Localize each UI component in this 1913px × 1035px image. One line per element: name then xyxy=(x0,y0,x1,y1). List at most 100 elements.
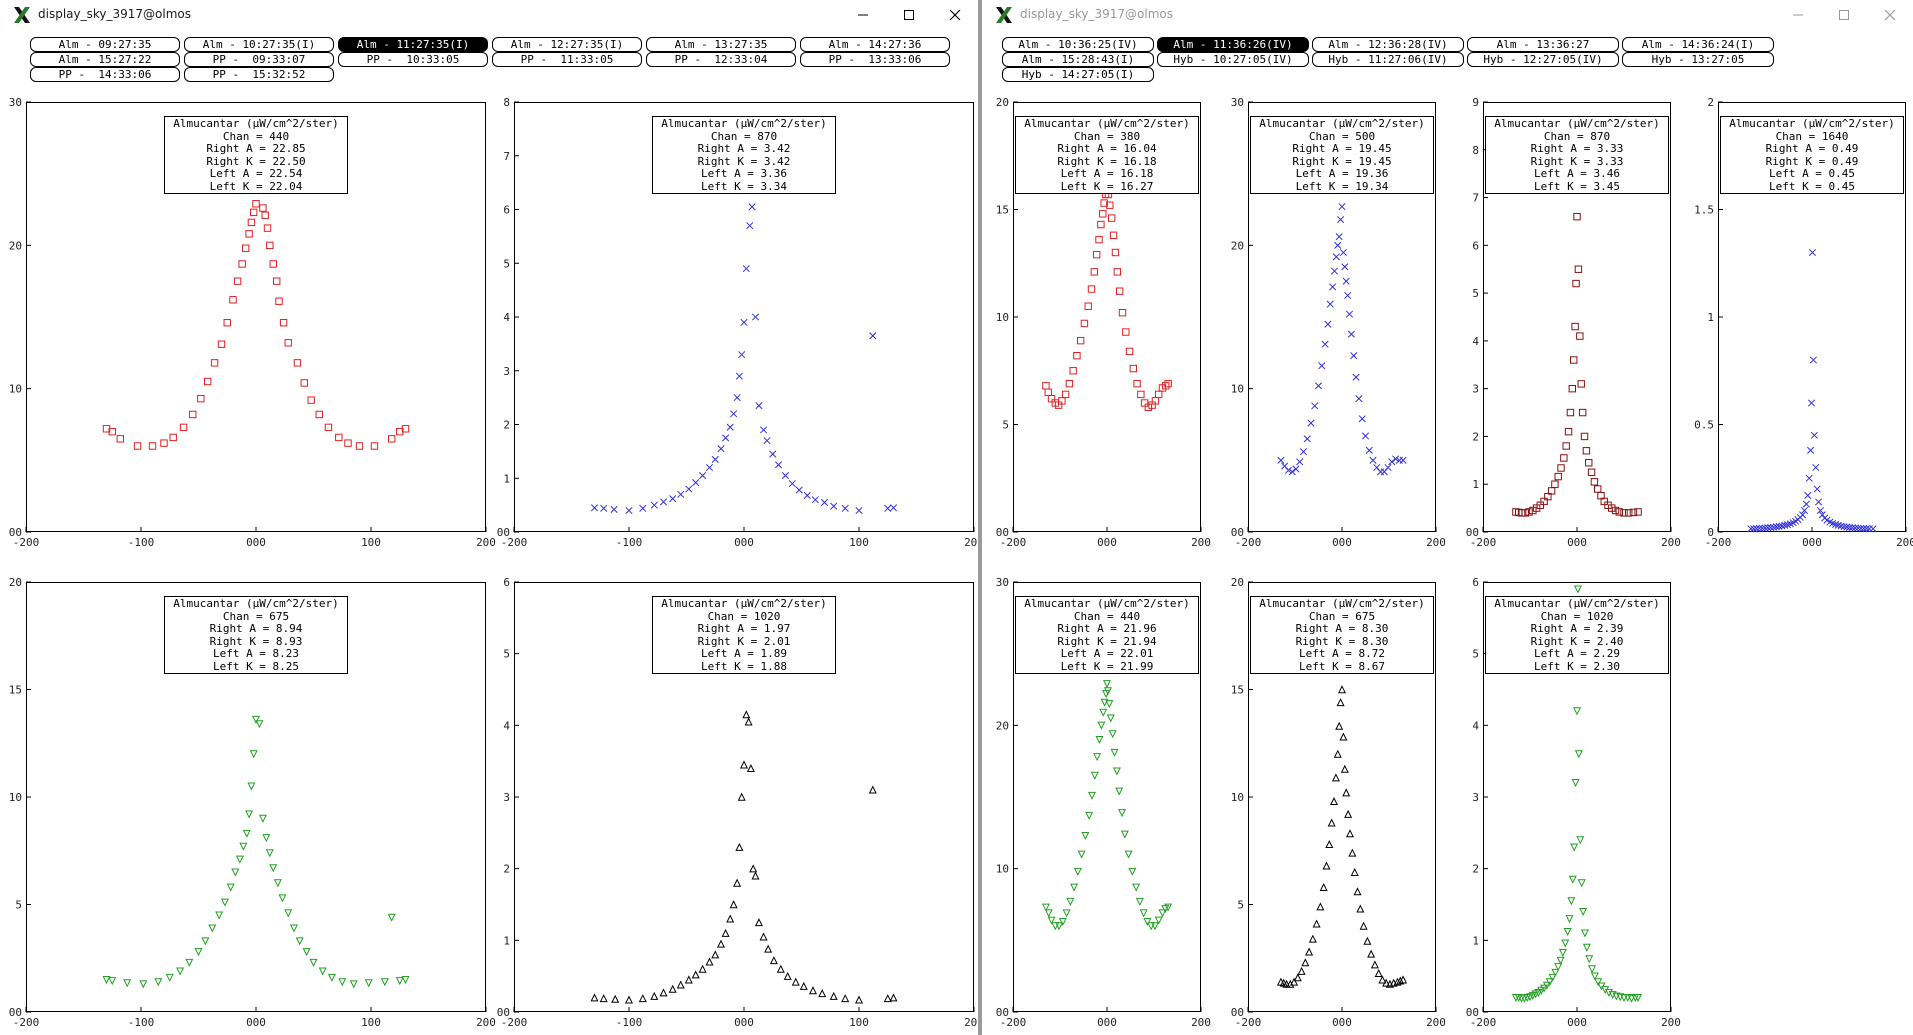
tab-alm-14-27-36[interactable]: Alm - 14:27:36 xyxy=(800,37,950,52)
data-point xyxy=(269,260,277,268)
tab-alm-11-27-35-i[interactable]: Alm - 11:27:35(I) xyxy=(338,37,488,52)
data-point xyxy=(269,864,278,873)
tab-alm-14-36-24-i[interactable]: Alm - 14:36:24(I) xyxy=(1622,37,1774,52)
minimize-button[interactable] xyxy=(840,0,886,30)
data-point xyxy=(1118,309,1127,317)
time-tab-bar: Alm - 09:27:35 Alm - 10:27:35(I) Alm - 11:… xyxy=(0,30,978,86)
tab-alm-15-28-43-i[interactable]: Alm - 15:28:43(I) xyxy=(1002,52,1154,67)
tab-pp-11-33-05[interactable]: PP - 11:33:05 xyxy=(492,52,642,67)
data-point xyxy=(1611,506,1620,515)
tab-alm-13-36-27[interactable]: Alm - 13:36:27 xyxy=(1467,37,1619,52)
tab-hyb-14-27-05-i[interactable]: Hyb - 14:27:05(I) xyxy=(1002,67,1154,82)
data-point xyxy=(1129,364,1138,373)
y-tick-label: 00 xyxy=(9,1006,22,1019)
x-tick-label: 200 xyxy=(964,536,978,549)
data-point xyxy=(1764,524,1772,532)
data-point xyxy=(102,976,111,985)
data-point xyxy=(344,439,352,447)
data-point xyxy=(1548,973,1557,982)
data-point xyxy=(1542,981,1551,990)
data-point xyxy=(1399,975,1408,984)
tab-alm-12-27-35-i[interactable]: Alm - 12:27:35(I) xyxy=(492,37,642,52)
tab-pp-15-32-52[interactable]: PP - 15:32:52 xyxy=(184,67,334,82)
x-tick-label: -100 xyxy=(128,536,155,549)
y-tick-label: 3 xyxy=(1472,383,1479,396)
data-point xyxy=(759,426,768,434)
data-point xyxy=(1331,773,1340,782)
tab-hyb-10-27-05-iv[interactable]: Hyb - 10:27:05(IV) xyxy=(1157,52,1309,67)
data-point xyxy=(1124,850,1133,859)
tab-alm-10-27-35-i[interactable]: Alm - 10:27:35(I) xyxy=(184,37,334,52)
data-point xyxy=(300,379,309,387)
tab-pp-10-33-05[interactable]: PP - 10:33:05 xyxy=(338,52,488,67)
data-point xyxy=(1069,367,1077,375)
tab-pp-12-33-04[interactable]: PP - 12:33:04 xyxy=(646,52,796,67)
data-point xyxy=(1582,447,1591,455)
data-point xyxy=(684,975,693,984)
tab-alm-12-36-28-iv[interactable]: Alm - 12:36:28(IV) xyxy=(1312,37,1464,52)
y-tick-label: 8 xyxy=(1472,144,1479,157)
data-point xyxy=(1335,721,1344,730)
data-point xyxy=(133,442,142,450)
tab-alm-09-27-35[interactable]: Alm - 09:27:35 xyxy=(30,37,180,52)
legend-box: Almucantar (µW/cm^2/ster) Chan = 1020 Righ… xyxy=(1485,596,1669,674)
legend-line: Left A = 3.36 xyxy=(700,167,788,181)
close-button[interactable] xyxy=(1867,0,1913,30)
minimize-button[interactable] xyxy=(1775,0,1821,30)
window-title: display_sky_3917@olmos xyxy=(38,7,191,21)
data-point xyxy=(1562,442,1570,450)
tab-hyb-11-27-06-iv[interactable]: Hyb - 11:27:06(IV) xyxy=(1312,52,1464,67)
data-point xyxy=(1097,220,1105,229)
data-point xyxy=(1572,279,1580,288)
legend-line: Chan = 1020 xyxy=(1540,609,1614,623)
maximize-button[interactable] xyxy=(1821,0,1867,30)
tab-pp-14-33-06[interactable]: PP - 14:33:06 xyxy=(30,67,180,82)
data-point xyxy=(1557,464,1565,472)
x-tick-label: -200 xyxy=(501,536,528,549)
data-point xyxy=(1576,836,1585,845)
tab-pp-09-33-07[interactable]: PP - 09:33:07 xyxy=(184,52,334,67)
legend-line: Right K = 16.18 xyxy=(1057,154,1157,168)
data-point xyxy=(1840,523,1848,531)
data-point xyxy=(1073,867,1082,876)
data-point xyxy=(1324,320,1332,328)
tab-pp-13-33-06[interactable]: PP - 13:33:06 xyxy=(800,52,950,67)
data-point xyxy=(401,976,410,985)
data-point xyxy=(1781,521,1789,529)
tab-alm-11-36-26-iv[interactable]: Alm - 11:36:26(IV) xyxy=(1157,37,1309,52)
data-point xyxy=(1112,767,1121,776)
x-tick-label: 000 xyxy=(1097,1016,1117,1029)
data-point xyxy=(729,900,738,909)
data-series xyxy=(1277,203,1407,476)
y-tick-label: 15 xyxy=(1231,684,1244,697)
data-point xyxy=(1139,909,1148,918)
data-point xyxy=(1593,485,1602,493)
plot-svg: 00 10 20 30 -200 000 200 xyxy=(1231,96,1446,549)
data-point xyxy=(1336,698,1345,707)
data-point xyxy=(263,224,272,232)
data-point xyxy=(742,265,750,273)
scatter-plot: 00 10 20 30 -200 000 200 Almucantar (µW/cm^2/st… xyxy=(1231,96,1446,549)
legend-line: Right A = 21.96 xyxy=(1057,622,1157,636)
close-button[interactable] xyxy=(932,0,978,30)
data-point xyxy=(327,973,336,982)
x-tick-label: 100 xyxy=(849,536,869,549)
data-point xyxy=(1540,984,1549,993)
data-point xyxy=(1554,472,1562,481)
tab-alm-10-36-25-iv[interactable]: Alm - 10:36:25(IV) xyxy=(1002,37,1154,52)
data-point xyxy=(220,898,229,907)
maximize-button[interactable] xyxy=(886,0,932,30)
tab-hyb-12-27-05-iv[interactable]: Hyb - 12:27:05(IV) xyxy=(1467,52,1619,67)
data-point xyxy=(1337,215,1345,224)
tab-alm-13-27-35[interactable]: Alm - 13:27:35 xyxy=(646,37,796,52)
legend-title: Almucantar (µW/cm^2/ster) xyxy=(173,117,339,130)
x-tick-label: 100 xyxy=(361,1016,381,1029)
x-tick-label: -100 xyxy=(616,1016,643,1029)
data-point xyxy=(364,979,373,988)
y-tick-label: 4 xyxy=(503,719,510,732)
y-tick-label: 3 xyxy=(503,365,510,378)
maximize-icon xyxy=(1839,10,1849,20)
y-tick-label: 2 xyxy=(1707,96,1714,109)
tab-alm-15-27-22[interactable]: Alm - 15:27:22 xyxy=(30,52,180,67)
tab-hyb-13-27-05[interactable]: Hyb - 13:27:05 xyxy=(1622,52,1774,67)
